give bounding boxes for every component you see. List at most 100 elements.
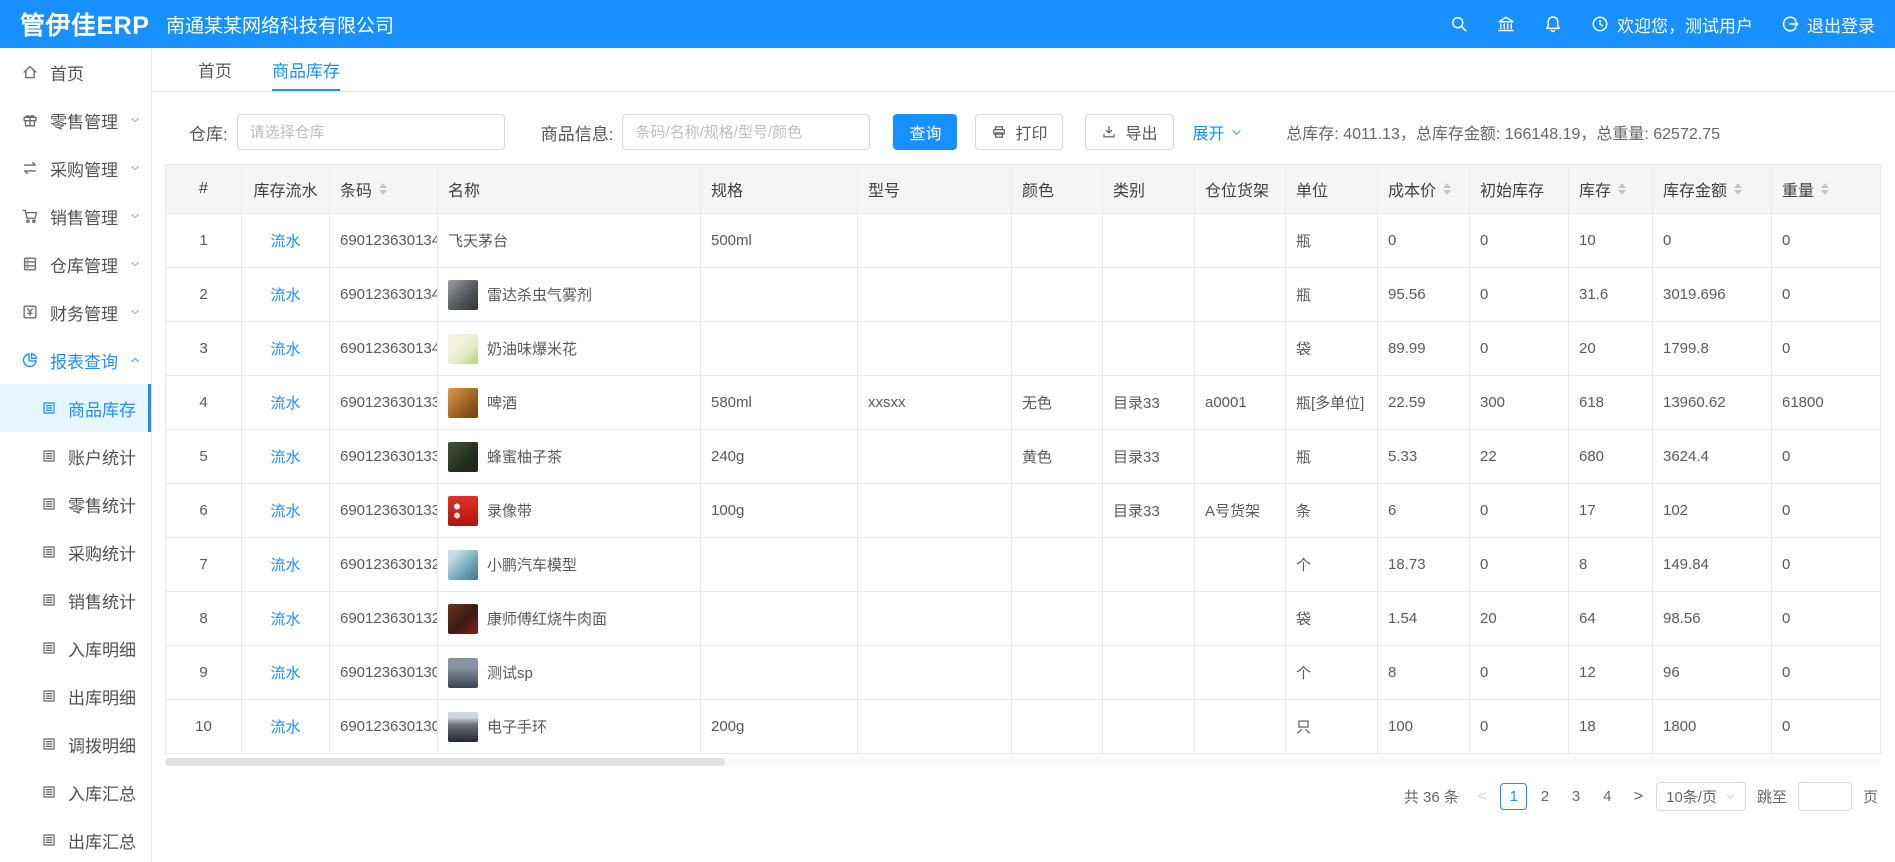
tab-首页[interactable]: 首页 [198, 62, 232, 81]
warehouse-select-input[interactable] [236, 114, 505, 150]
prev-page-button[interactable]: < [1477, 787, 1488, 805]
cell-init_stock: 0 [1469, 699, 1569, 754]
swap-icon [21, 159, 39, 177]
column-header-amount[interactable]: 库存金额 [1652, 164, 1772, 214]
cell-cost: 89.99 [1377, 321, 1470, 376]
flow-link[interactable]: 流水 [270, 719, 301, 736]
cell-init_stock: 0 [1469, 483, 1569, 538]
cell-amount: 102 [1652, 483, 1772, 538]
column-header-weight[interactable]: 重量 [1771, 164, 1881, 214]
cell-color: 无色 [1011, 375, 1103, 430]
sidebar-item-销售管理[interactable]: 销售管理 [0, 192, 151, 240]
cell-barcode: 6901236301341 [329, 267, 438, 322]
print-button[interactable]: 打印 [975, 114, 1064, 150]
product-info-input[interactable] [622, 114, 871, 150]
sidebar-item-零售管理[interactable]: 零售管理 [0, 96, 151, 144]
scrollbar-thumb[interactable] [165, 758, 725, 766]
logout-icon [1780, 14, 1800, 34]
report-icon [41, 640, 57, 656]
flow-link[interactable]: 流水 [270, 611, 301, 628]
cell-stock: 31.6 [1568, 267, 1653, 322]
cell-idx: 8 [165, 591, 242, 646]
sidebar-subitem-调拨明细[interactable]: 调拨明细 [0, 720, 151, 768]
sidebar-subitem-销售统计[interactable]: 销售统计 [0, 576, 151, 624]
cell-shelf: a0001 [1194, 375, 1286, 430]
warehouse-label: 仓库: [189, 124, 228, 144]
column-header-barcode[interactable]: 条码 [329, 164, 438, 214]
page-button-1[interactable]: 1 [1500, 783, 1528, 810]
cell-idx: 3 [165, 321, 242, 376]
search-button[interactable]: 查询 [893, 114, 958, 150]
page-button-2[interactable]: 2 [1531, 783, 1559, 810]
user-welcome[interactable]: 欢迎您，测试用户 [1590, 12, 1753, 37]
chevron-down-icon [1725, 791, 1736, 802]
cell-spec: 200g [700, 699, 858, 754]
cell-spec: 580ml [700, 375, 858, 430]
sidebar-subitem-商品库存[interactable]: 商品库存 [0, 384, 151, 432]
product-image [448, 603, 478, 634]
product-image [448, 387, 478, 418]
sidebar-item-首页[interactable]: 首页 [0, 48, 151, 96]
search-icon[interactable] [1449, 14, 1469, 34]
cell-category [1102, 699, 1195, 754]
sidebar-item-采购管理[interactable]: 采购管理 [0, 144, 151, 192]
sidebar-item-仓库管理[interactable]: 仓库管理 [0, 240, 151, 288]
product-image [448, 333, 478, 364]
cell-spec [700, 321, 858, 376]
cell-unit: 个 [1285, 537, 1378, 592]
cell-weight: 0 [1771, 699, 1881, 754]
page-button-4[interactable]: 4 [1593, 783, 1621, 810]
bank-icon[interactable] [1496, 14, 1516, 34]
sidebar-subitem-label: 采购统计 [68, 544, 136, 564]
cell-amount: 98.56 [1652, 591, 1772, 646]
flow-link[interactable]: 流水 [270, 503, 301, 520]
table-header-row: # 库存流水 条码 名称 规格 型号 颜色 类别 仓位货架 单位 成本价 初始库存 库存 库存金额 重量 [165, 164, 1881, 214]
flow-link[interactable]: 流水 [270, 557, 301, 574]
table-row: 2流水6901236301341雷达杀虫气雾剂瓶95.56031.63019.6… [165, 267, 1881, 322]
export-button[interactable]: 导出 [1085, 114, 1174, 150]
cell-stock: 20 [1568, 321, 1653, 376]
next-page-button[interactable]: > [1633, 787, 1644, 805]
flow-link[interactable]: 流水 [270, 233, 301, 250]
horizontal-scrollbar[interactable] [165, 758, 1880, 766]
flow-link[interactable]: 流水 [270, 449, 301, 466]
welcome-text: 欢迎您，测试用户 [1617, 16, 1753, 36]
jump-page-input[interactable] [1797, 782, 1852, 811]
sidebar-subitem-入库汇总[interactable]: 入库汇总 [0, 768, 151, 816]
column-header-name: 名称 [437, 164, 701, 214]
flow-link[interactable]: 流水 [270, 287, 301, 304]
page-size-select[interactable]: 10条/页 [1656, 782, 1746, 811]
cell-model [857, 591, 1012, 646]
cell-model [857, 321, 1012, 376]
sidebar-subitem-入库明细[interactable]: 入库明细 [0, 624, 151, 672]
tab-商品库存[interactable]: 商品库存 [272, 48, 340, 91]
cell-category: 目录33 [1102, 375, 1195, 430]
sidebar-subitem-采购统计[interactable]: 采购统计 [0, 528, 151, 576]
cell-idx: 9 [165, 645, 242, 700]
sidebar-subitem-出库明细[interactable]: 出库明细 [0, 672, 151, 720]
cell-unit: 瓶 [1285, 429, 1378, 484]
cell-category [1102, 213, 1195, 268]
page-button-3[interactable]: 3 [1562, 783, 1590, 810]
cell-barcode: 6901236301322 [329, 537, 438, 592]
cell-shelf [1194, 537, 1286, 592]
flow-link[interactable]: 流水 [270, 341, 301, 358]
cell-init_stock: 20 [1469, 591, 1569, 646]
sidebar-subitem-出库汇总[interactable]: 出库汇总 [0, 816, 151, 862]
flow-link[interactable]: 流水 [270, 665, 301, 682]
filter-toolbar: 仓库: 商品信息: 查询 打印 导出 展开 总库存: 4011.13，总库存金额… [152, 113, 1895, 151]
sort-icon [1821, 183, 1830, 195]
column-header-cost[interactable]: 成本价 [1377, 164, 1470, 214]
bell-icon[interactable] [1543, 14, 1563, 34]
sidebar-subitem-零售统计[interactable]: 零售统计 [0, 480, 151, 528]
sidebar-subitem-账户统计[interactable]: 账户统计 [0, 432, 151, 480]
sidebar-subitem-label: 出库明细 [68, 688, 136, 708]
sidebar-item-报表查询[interactable]: 报表查询 [0, 336, 151, 384]
sidebar-item-财务管理[interactable]: 财务管理 [0, 288, 151, 336]
flow-link[interactable]: 流水 [270, 395, 301, 412]
cell-idx: 5 [165, 429, 242, 484]
sidebar-item-label: 报表查询 [50, 352, 118, 372]
expand-link[interactable]: 展开 [1193, 120, 1243, 144]
column-header-stock[interactable]: 库存 [1568, 164, 1653, 214]
logout-button[interactable]: 退出登录 [1780, 12, 1875, 37]
